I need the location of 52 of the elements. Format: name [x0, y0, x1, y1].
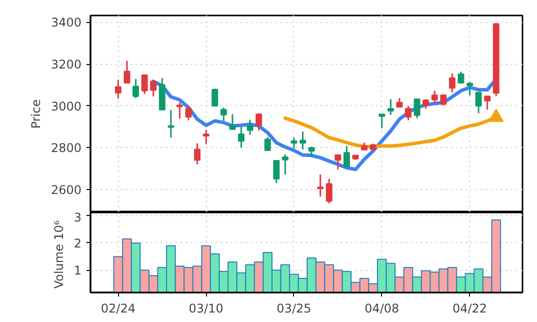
candlestick: [202, 129, 210, 146]
candlestick: [317, 174, 324, 198]
candlestick: [431, 90, 438, 104]
candlestick: [378, 113, 386, 129]
candlestick: [414, 98, 420, 119]
x-tick-label: 03/25: [276, 302, 312, 316]
candlestick: [326, 178, 332, 204]
candlestick: [229, 113, 236, 131]
y-axis-title: Volume 10⁶: [52, 220, 66, 289]
candlestick: [334, 154, 342, 170]
candlestick: [168, 109, 174, 138]
candlestick: [300, 130, 306, 150]
candlestick: [466, 81, 473, 96]
candlestick: [220, 106, 227, 122]
candlestick: [124, 60, 130, 84]
candlestick: [273, 160, 280, 184]
candlestick: [343, 145, 350, 168]
candlestick: [114, 78, 122, 100]
x-tick-label: 04/08: [364, 302, 400, 316]
candlestick: [185, 105, 192, 122]
candlestick: [141, 74, 148, 95]
candlestick: [405, 105, 412, 122]
candlestick: [212, 88, 218, 107]
candlestick: [150, 80, 157, 98]
y-tick-label: 3200: [50, 58, 82, 72]
y-axis-title: Price: [28, 99, 43, 129]
y-tick-label: 3400: [50, 16, 82, 30]
candlestick: [308, 146, 315, 158]
y-tick-label: 1: [74, 264, 82, 278]
y-tick-label: 2600: [50, 182, 82, 197]
candlestick: [290, 136, 298, 150]
candlestick: [282, 154, 288, 176]
y-tick-label: 3: [74, 210, 82, 224]
candlestick: [484, 95, 491, 110]
x-tick-label: 04/22: [452, 302, 488, 316]
y-tick-label: 2: [74, 236, 82, 250]
candlestick: [475, 92, 482, 114]
candlestick: [256, 112, 262, 132]
x-tick-label: 02/24: [100, 302, 136, 316]
candlestick: [422, 98, 430, 110]
candlestick: [264, 136, 271, 152]
candlestick: [176, 102, 183, 120]
y-tick-label: 3000: [50, 99, 82, 114]
candlestick: [448, 72, 456, 94]
candlestick: [194, 142, 201, 166]
candlestick: [458, 71, 464, 84]
candlestick: [238, 126, 244, 148]
x-tick-label: 03/10: [188, 302, 224, 316]
candlestick: [132, 78, 139, 99]
y-tick-label: 2800: [50, 141, 82, 156]
candlestick: [387, 98, 394, 116]
candlestick: [246, 119, 254, 136]
